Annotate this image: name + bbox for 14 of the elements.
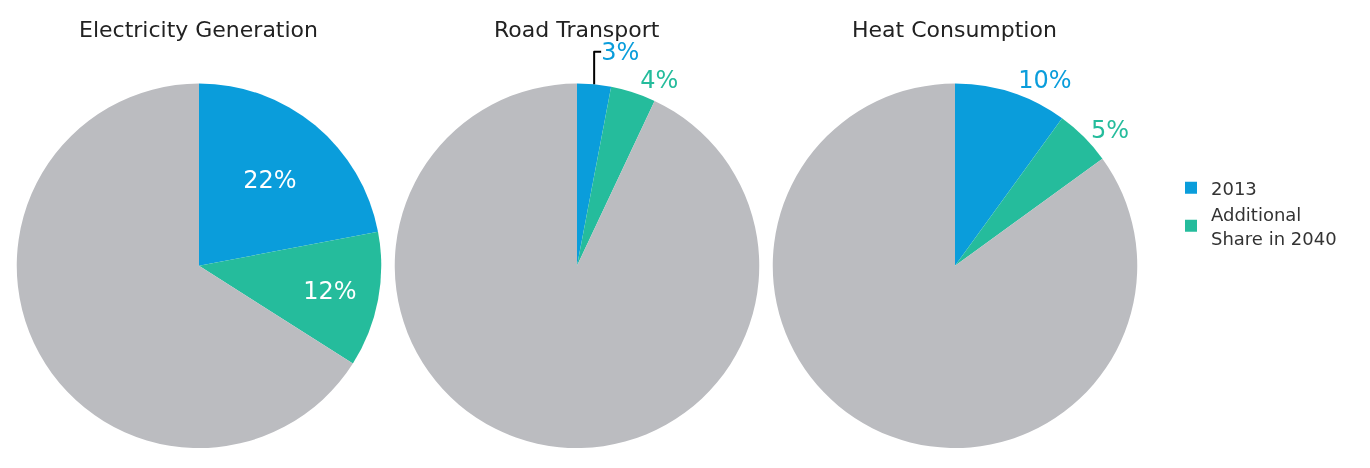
data-label: 5% <box>1090 115 1129 144</box>
pie-slice <box>577 86 655 266</box>
legend-label: Additional Share in 2040 <box>1211 204 1337 249</box>
chart-title: Road Transport <box>494 17 660 42</box>
data-label: 4% <box>640 65 679 94</box>
data-label: 12% <box>303 276 357 305</box>
pie-slice <box>199 231 381 364</box>
legend-label: 2013 <box>1211 177 1257 199</box>
data-label: 10% <box>1018 65 1072 94</box>
data-label: 22% <box>243 166 297 195</box>
pie-slice <box>199 83 379 266</box>
pie-slice <box>577 83 612 266</box>
chart-title: Electricity Generation <box>79 17 319 42</box>
chart-title: Heat Consumption <box>852 17 1057 42</box>
